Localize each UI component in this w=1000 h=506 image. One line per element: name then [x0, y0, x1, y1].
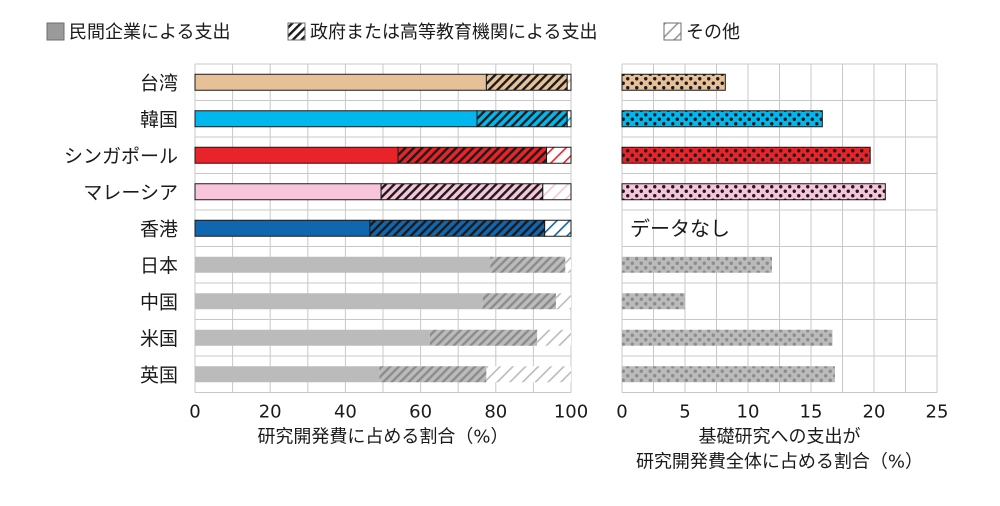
category-label: 韓国	[140, 109, 178, 131]
left-bars	[194, 73, 572, 383]
bar-segment-other	[542, 183, 572, 201]
x-axis-title: 研究開発費に占める割合（%）	[257, 427, 508, 448]
right-bars	[621, 73, 886, 383]
bar-segment-private	[194, 183, 382, 201]
bar-segment-other	[537, 329, 571, 346]
bar-segment-private	[195, 366, 380, 383]
legend: 民間企業による支出 政府または高等教育機関による支出 その他	[46, 22, 740, 43]
bar-segment-private	[194, 73, 487, 91]
bar-segment-government	[482, 293, 556, 310]
basic-research-bar	[622, 366, 835, 383]
bar-segment-government	[380, 183, 544, 201]
bar-segment-private	[194, 110, 478, 128]
category-label: 英国	[140, 364, 178, 386]
no-data-label: データなし	[630, 216, 730, 240]
category-label: 日本	[140, 255, 178, 277]
basic-research-bar	[622, 256, 772, 273]
bar-segment-other	[565, 256, 571, 273]
bar-segment-private	[194, 219, 371, 237]
bar-segment-other	[566, 73, 572, 91]
x-tick-label: 20	[863, 402, 886, 423]
legend-item-other: その他	[663, 22, 740, 43]
x-axis-title: 基礎研究への支出が	[699, 427, 861, 448]
x-tick-label: 25	[926, 402, 949, 423]
bar-segment-other	[486, 366, 571, 383]
x-tick-label: 5	[679, 402, 690, 423]
bar-segment-private	[194, 146, 399, 164]
category-label: 香港	[140, 218, 178, 240]
bar-segment-private	[195, 256, 491, 273]
legend-label: その他	[686, 22, 740, 43]
basic-research-bar	[622, 329, 833, 346]
x-tick-label: 100	[554, 402, 588, 423]
x-tick-label: 15	[800, 402, 823, 423]
legend-swatch	[663, 22, 682, 41]
x-tick-label: 0	[189, 402, 200, 423]
bar-segment-government	[430, 329, 538, 346]
bar-segment-government	[490, 256, 566, 273]
bar-segment-private	[195, 329, 430, 346]
x-axis-title: 研究開発費全体に占める割合（%）	[636, 452, 923, 473]
category-label: シンガポール	[64, 145, 178, 167]
legend-label: 政府または高等教育機関による支出	[310, 22, 597, 43]
category-label: 米国	[140, 328, 178, 350]
x-tick-label: 10	[737, 402, 760, 423]
bar-segment-private	[195, 293, 483, 310]
x-tick-label: 0	[616, 402, 627, 423]
basic-research-bar	[621, 73, 726, 91]
legend-item-private: 民間企業による支出	[46, 22, 230, 43]
left-x-axis: 0 20 40 60 80 100 研究開発費に占める割合（%）	[189, 402, 588, 448]
bar-segment-other	[546, 146, 572, 164]
legend-swatch	[287, 22, 306, 41]
basic-research-bar	[621, 183, 886, 201]
legend-swatch	[46, 22, 65, 41]
x-tick-label: 80	[484, 402, 507, 423]
bar-segment-other	[555, 293, 571, 310]
x-tick-label: 20	[259, 402, 282, 423]
bar-segment-government	[476, 110, 568, 128]
legend-item-government: 政府または高等教育機関による支出	[287, 22, 597, 43]
basic-research-bar	[621, 146, 871, 164]
bar-segment-other	[544, 219, 572, 237]
basic-research-bar	[621, 110, 823, 128]
legend-label: 民間企業による支出	[69, 22, 230, 43]
bar-segment-government	[397, 146, 548, 164]
category-label: 台湾	[140, 72, 178, 94]
basic-research-bar	[622, 293, 685, 310]
bar-segment-government	[485, 73, 568, 91]
x-tick-label: 60	[409, 402, 432, 423]
bar-segment-other	[566, 110, 572, 128]
bar-segment-government	[379, 366, 487, 383]
bar-segment-government	[369, 219, 546, 237]
category-label: マレーシア	[83, 182, 178, 204]
left-chart-panel: 0 20 40 60 80 100 研究開発費に占める割合（%） 台湾韓国シンガポールマレーシ…	[64, 63, 588, 448]
category-label: 中国	[140, 291, 178, 313]
x-tick-label: 40	[334, 402, 357, 423]
